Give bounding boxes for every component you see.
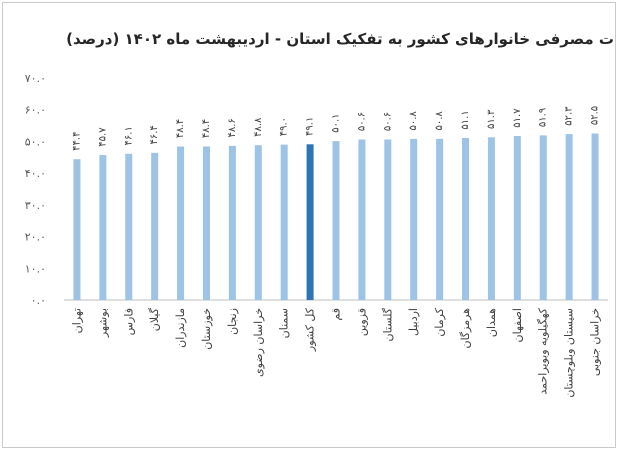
- data-label: ۴۸.۸: [253, 117, 264, 137]
- y-tick-label: ۲۰.۰: [25, 231, 46, 244]
- data-label: ۴۶.۴: [149, 125, 160, 144]
- x-tick-label: سیستان وبلوچستان: [563, 308, 576, 398]
- data-label: ۵۰.۱: [331, 113, 342, 132]
- data-label: ۵۰.۶: [382, 112, 393, 131]
- x-tick-label: کهگیلویه وبویراحمد: [537, 307, 550, 394]
- chart-title: ت مصرفی خانوارهای کشور به تفکیک استان - …: [66, 30, 614, 48]
- x-tick-label: سمنان: [278, 308, 291, 338]
- data-label: ۴۶.۱: [123, 126, 134, 145]
- x-tick-label: قزوین: [355, 308, 368, 336]
- data-label: ۴۹.۰: [279, 117, 290, 136]
- y-tick-label: ۴۰.۰: [25, 167, 46, 180]
- bar: [410, 138, 418, 300]
- bar: [125, 153, 133, 300]
- bar: [254, 145, 262, 300]
- data-label: ۵۱.۹: [538, 108, 549, 127]
- data-label: ۴۴.۴: [71, 132, 82, 151]
- bar: [513, 136, 521, 300]
- x-tick-label: زنجان: [226, 308, 239, 335]
- x-tick-label: گیلان: [148, 307, 161, 331]
- x-tick-label: تهران: [70, 308, 83, 333]
- bar: [306, 144, 314, 300]
- y-tick-label: ۵۰.۰: [25, 135, 46, 148]
- x-tick-label: فارس: [122, 308, 135, 335]
- y-tick-label: ۷۰.۰: [25, 72, 46, 85]
- y-tick-label: ۶۰.۰: [25, 104, 46, 117]
- data-label: ۵۱.۱: [460, 110, 471, 129]
- x-tick-label: خراسان رضوی: [252, 308, 265, 377]
- x-tick-label: قم: [330, 308, 343, 321]
- bar: [487, 137, 495, 300]
- data-label: ۵۱.۳: [486, 109, 497, 129]
- x-tick-label: بوشهر: [96, 308, 109, 338]
- data-label: ۵۲.۵: [590, 106, 601, 125]
- bar: [151, 152, 159, 300]
- y-tick-label: ۳۰.۰: [25, 199, 46, 212]
- bar: [539, 135, 547, 300]
- bar: [384, 139, 392, 300]
- data-label: ۵۱.۷: [512, 108, 523, 128]
- data-label: ۴۵.۷: [97, 127, 108, 147]
- x-tick-label: گلستان: [381, 307, 394, 341]
- x-tick-label: همدان: [485, 308, 498, 337]
- data-label: ۴۹.۱: [305, 117, 316, 136]
- bar: [332, 141, 340, 300]
- x-tick-label: اردبیل: [407, 308, 420, 336]
- data-label: ۵۰.۸: [408, 111, 419, 131]
- bar: [436, 138, 444, 300]
- x-tick-label: هرمزگان: [459, 308, 472, 349]
- data-label: ۴۸.۴: [175, 119, 186, 138]
- data-label: ۵۰.۶: [356, 112, 367, 131]
- x-tick-label: کرمان: [433, 307, 446, 336]
- data-label: ۴۸.۶: [227, 118, 238, 137]
- x-tick-label: اصفهان: [511, 308, 524, 342]
- bar: [462, 137, 470, 300]
- bar: [280, 144, 288, 300]
- bar: [591, 133, 599, 300]
- bar: [358, 139, 366, 300]
- x-tick-label: کل کشور: [304, 307, 317, 352]
- bar: [228, 145, 236, 300]
- bar: [202, 146, 210, 300]
- y-tick-label: ۱۰.۰: [25, 262, 46, 275]
- bar: [73, 159, 81, 300]
- x-tick-label: مازندران: [174, 308, 187, 348]
- bar: [99, 155, 107, 300]
- y-tick-label: ۰.۰: [31, 294, 46, 307]
- x-tick-label: خوزستان: [200, 308, 213, 350]
- data-label: ۵۲.۳: [564, 106, 575, 126]
- data-label: ۴۸.۴: [201, 119, 212, 138]
- bar: [177, 146, 185, 300]
- data-label: ۵۰.۸: [434, 111, 445, 131]
- bar: [565, 134, 573, 300]
- x-tick-label: خراسان جنوبی: [589, 308, 602, 376]
